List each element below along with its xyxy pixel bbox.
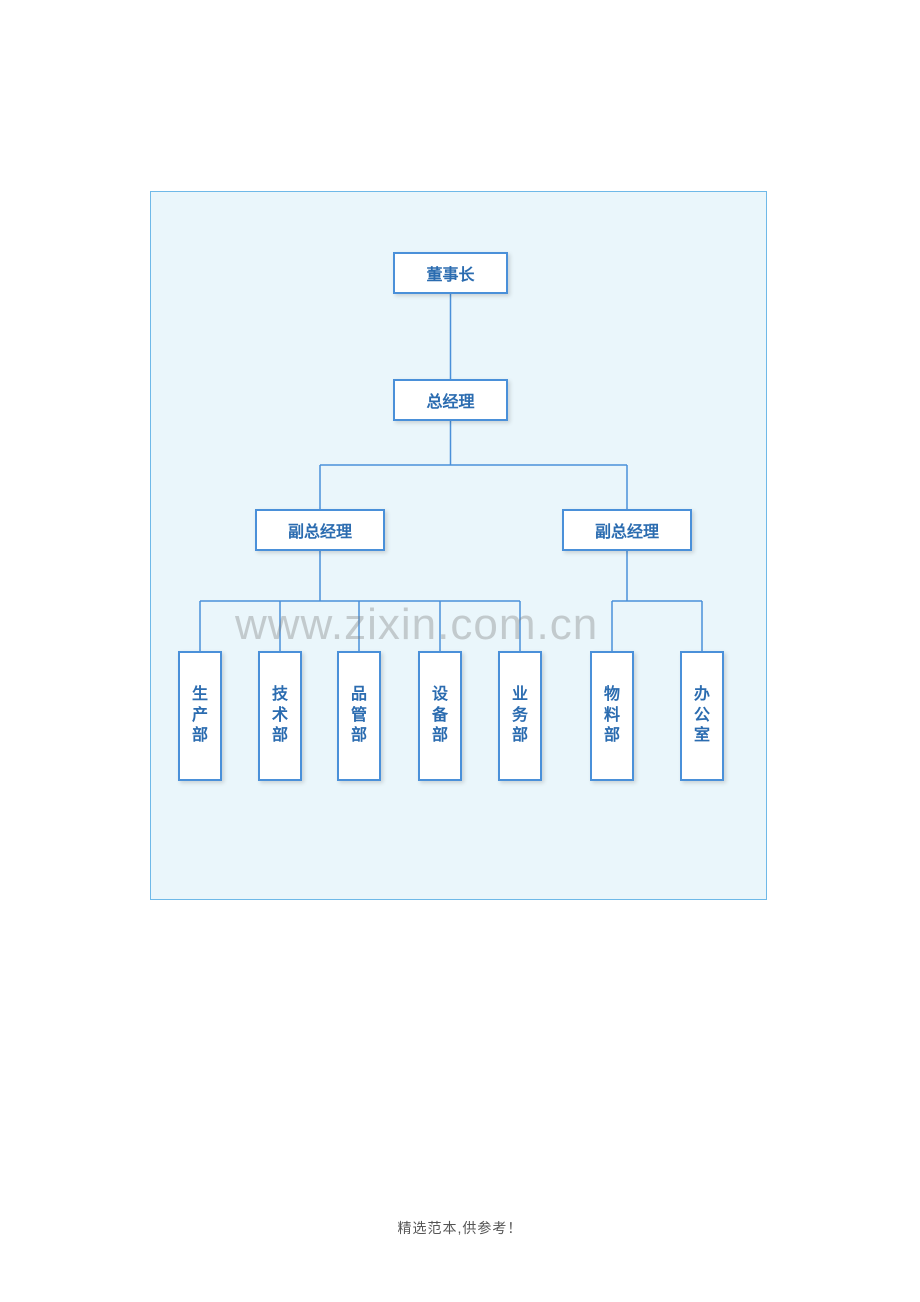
org-node-d1: 生产部 <box>178 651 222 781</box>
org-node-dgm_left: 副总经理 <box>255 509 385 551</box>
org-node-d4: 设备部 <box>418 651 462 781</box>
org-node-chairman: 董事长 <box>393 252 508 294</box>
page-footer: 精选范本,供参考！ <box>0 1218 920 1238</box>
org-node-d2: 技术部 <box>258 651 302 781</box>
org-node-d6: 物料部 <box>590 651 634 781</box>
org-node-gm: 总经理 <box>393 379 508 421</box>
org-node-d7: 办公室 <box>680 651 724 781</box>
org-node-dgm_right: 副总经理 <box>562 509 692 551</box>
watermark-text: www.zixin.com.cn <box>235 600 598 650</box>
org-node-d3: 品管部 <box>337 651 381 781</box>
org-node-d5: 业务部 <box>498 651 542 781</box>
